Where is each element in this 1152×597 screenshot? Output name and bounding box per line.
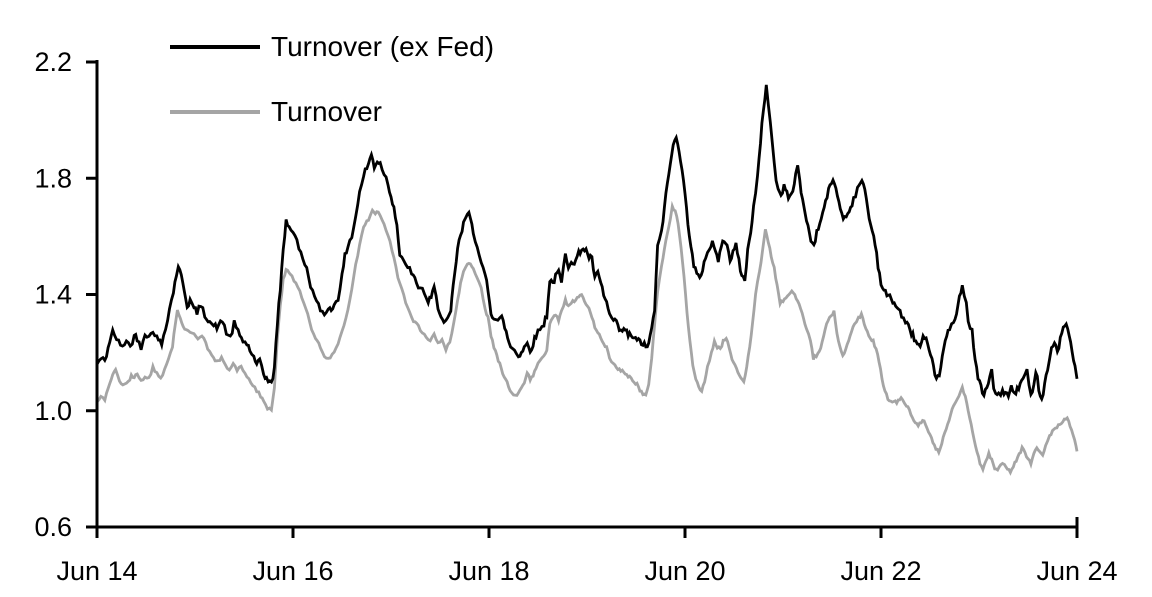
y-tick-label: 1.8: [34, 163, 72, 193]
legend-label-turnover: Turnover: [271, 96, 383, 127]
legend: Turnover (ex Fed) Turnover: [170, 30, 494, 129]
axis-tick-labels: 0.6 1.0 1.4 1.8 2.2 Jun 14 Jun 16 Jun 18 Jun 20 J…: [34, 47, 1117, 586]
series-lines: [95, 84, 1079, 476]
legend-label-turnover-ex-fed: Turnover (ex Fed): [271, 31, 495, 62]
legend-item-turnover: Turnover: [170, 95, 494, 129]
y-tick-label: 2.2: [34, 47, 72, 77]
legend-line-gray: [170, 110, 260, 114]
x-tick-label: Jun 14: [56, 556, 137, 586]
x-tick-label: Jun 24: [1036, 556, 1117, 586]
x-tick-label: Jun 18: [448, 556, 529, 586]
y-tick-label: 1.0: [34, 396, 72, 426]
series-line-turnover-ex-fed: [95, 84, 1079, 403]
y-tick-label: 1.4: [34, 280, 72, 310]
x-tick-label: Jun 22: [840, 556, 921, 586]
legend-line-black: [170, 45, 260, 49]
x-tick-label: Jun 20: [644, 556, 725, 586]
series-line-turnover: [95, 200, 1079, 476]
y-tick-label: 0.6: [34, 512, 72, 542]
axis-ticks: [86, 60, 1079, 538]
axes: [95, 60, 1079, 529]
legend-item-turnover-ex-fed: Turnover (ex Fed): [170, 30, 494, 64]
x-tick-label: Jun 16: [252, 556, 333, 586]
